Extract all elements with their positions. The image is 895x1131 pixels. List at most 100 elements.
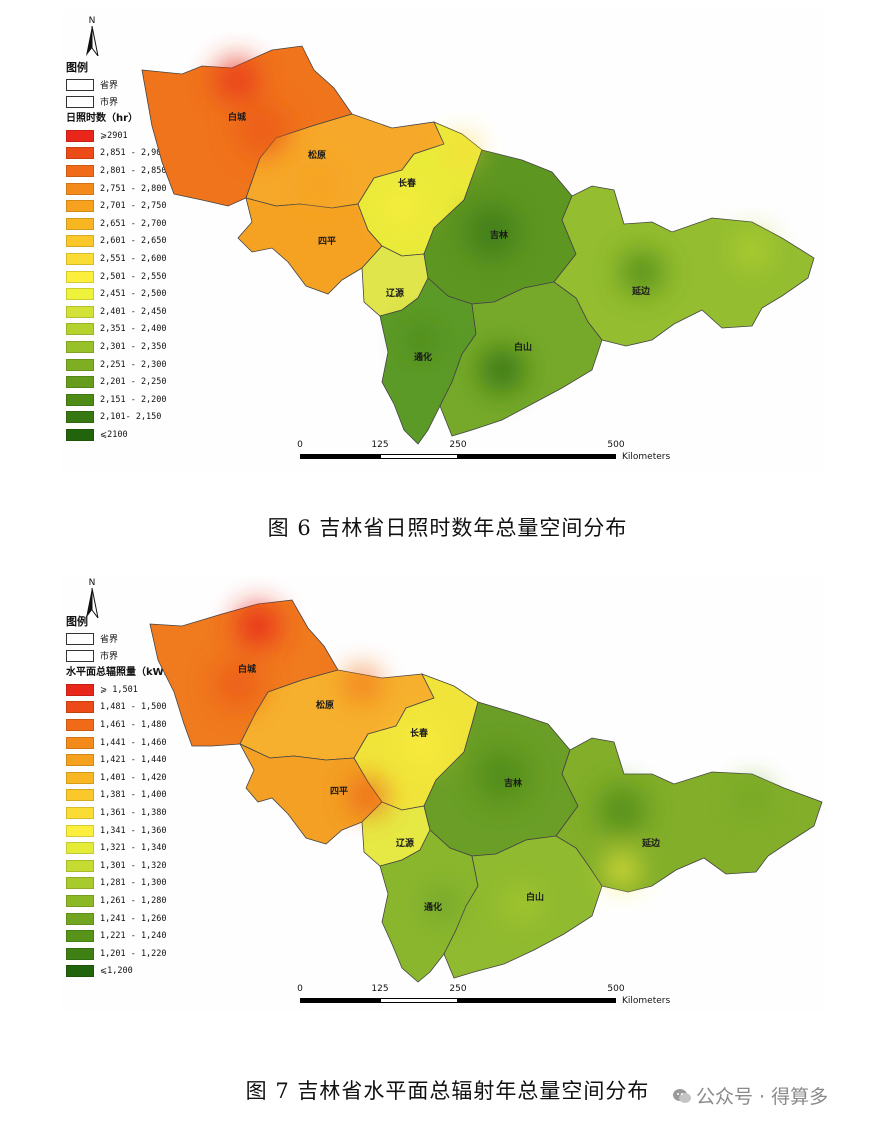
legend-class-item: 1,281 - 1,300 xyxy=(66,875,216,893)
legend-class-label: 2,701 - 2,750 xyxy=(100,201,167,212)
legend-class-label: ⩽1,200 xyxy=(100,966,133,977)
legend-class-label: 1,361 - 1,380 xyxy=(100,807,167,818)
wechat-icon xyxy=(673,1088,691,1103)
boundary-label: 省界 xyxy=(100,635,119,645)
figure-7-map: N 图例 省界 市界 水平面总辐照量（kWh/㎡） ⩾ 1,501 1,481 -… xyxy=(62,574,825,1012)
legend-swatch xyxy=(66,718,94,731)
legend-class-list: ⩾ 1,501 1,481 - 1,500 1,461 - 1,480 1,441 -… xyxy=(66,681,216,980)
scale-segment xyxy=(458,998,616,1003)
legend-swatch xyxy=(66,736,94,749)
legend-class-item: 2,101- 2,150 xyxy=(66,409,216,427)
region-label-changchun: 长春 xyxy=(410,727,429,739)
legend-class-label: 2,651 - 2,700 xyxy=(100,218,167,229)
legend-class-item: 1,261 - 1,280 xyxy=(66,892,216,910)
boundary-label: 省界 xyxy=(100,81,119,91)
scale-segment xyxy=(300,998,380,1003)
figure-6-map: N 图例 省界 市界 日照时数（hr） ⩾2901 2,851 - 2,900 2,… xyxy=(62,10,825,472)
watermark-text: 公众号 · 得算多 xyxy=(696,1086,829,1108)
legend-class-label: 2,501 - 2,550 xyxy=(100,271,167,282)
legend-class-label: 1,301 - 1,320 xyxy=(100,860,167,871)
legend-class-label: 1,481 - 1,500 xyxy=(100,702,167,713)
region-label-baicheng: 白城 xyxy=(238,663,256,675)
legend-title: 图例 xyxy=(66,61,88,74)
legend-class-item: 1,481 - 1,500 xyxy=(66,699,216,717)
scale-segment xyxy=(458,454,616,459)
boundary-label: 市界 xyxy=(100,652,119,662)
legend-class-item: 2,351 - 2,400 xyxy=(66,321,216,339)
scale-segment xyxy=(380,454,458,459)
legend-class-item: 1,201 - 1,220 xyxy=(66,945,216,963)
legend: 图例 省界 市界 日照时数（hr） ⩾2901 2,851 - 2,900 2,80… xyxy=(66,60,216,444)
region-yanbian xyxy=(553,185,815,347)
region-label-baicheng: 白城 xyxy=(228,111,246,123)
boundary-swatch xyxy=(66,649,94,662)
region-siping xyxy=(237,197,383,295)
legend-swatch xyxy=(66,393,94,406)
scale-tick: 0 xyxy=(297,984,303,994)
legend-class-label: 2,101- 2,150 xyxy=(100,412,162,423)
legend-class-item: 1,381 - 1,400 xyxy=(66,787,216,805)
legend-class-label: 1,281 - 1,300 xyxy=(100,878,167,889)
legend-swatch xyxy=(66,129,94,142)
legend-class-item: 2,601 - 2,650 xyxy=(66,233,216,251)
legend-class-label: 1,201 - 1,220 xyxy=(100,948,167,959)
north-arrow-icon xyxy=(86,26,99,56)
legend-class-label: 1,221 - 1,240 xyxy=(100,931,167,942)
region-labels: 白城 松原 长春 四平 辽源 吉林 延边 通化 白山 xyxy=(238,663,661,913)
legend-class-item: 2,401 - 2,450 xyxy=(66,303,216,321)
legend-class-label: 1,241 - 1,260 xyxy=(100,913,167,924)
legend-swatch xyxy=(66,428,94,441)
legend-class-label: ⩾ 1,501 xyxy=(100,684,138,695)
legend-swatch xyxy=(66,806,94,819)
legend-class-item: 2,851 - 2,900 xyxy=(66,145,216,163)
legend-class-label: 2,251 - 2,300 xyxy=(100,359,167,370)
legend-class-item: 1,361 - 1,380 xyxy=(66,804,216,822)
legend-swatch xyxy=(66,252,94,265)
legend-class-label: ⩽2100 xyxy=(100,429,128,440)
figure-7-caption: 图 7 吉林省水平面总辐射年总量空间分布 xyxy=(245,1079,650,1103)
legend-swatch xyxy=(66,912,94,925)
legend-boundary-province: 省界 xyxy=(66,76,216,93)
legend-class-item: 1,461 - 1,480 xyxy=(66,716,216,734)
legend-class-item: 2,801 - 2,850 xyxy=(66,162,216,180)
legend-class-item: 1,221 - 1,240 xyxy=(66,927,216,945)
legend-swatch xyxy=(66,288,94,301)
legend-swatch xyxy=(66,947,94,960)
scale-segment xyxy=(380,998,458,1003)
region-label-songyuan: 松原 xyxy=(316,699,334,711)
legend-swatch xyxy=(66,164,94,177)
legend-class-item: 2,301 - 2,350 xyxy=(66,338,216,356)
legend-variable-title: 水平面总辐照量（kWh/㎡） xyxy=(66,667,195,678)
legend-class-label: 1,421 - 1,440 xyxy=(100,755,167,766)
region-label-jilin: 吉林 xyxy=(490,229,509,241)
legend-swatch xyxy=(66,877,94,890)
legend-class-item: 2,501 - 2,550 xyxy=(66,268,216,286)
boundary-swatch xyxy=(66,632,94,645)
legend-swatch xyxy=(66,701,94,714)
legend-boundary-province: 省界 xyxy=(66,630,216,647)
legend-swatch xyxy=(66,683,94,696)
legend-class-label: 2,751 - 2,800 xyxy=(100,183,167,194)
legend-class-item: 2,251 - 2,300 xyxy=(66,356,216,374)
region-label-baishan: 白山 xyxy=(514,341,532,353)
legend-class-label: 2,851 - 2,900 xyxy=(100,148,167,159)
legend-class-label: 2,551 - 2,600 xyxy=(100,253,167,264)
legend-class-item: 1,341 - 1,360 xyxy=(66,822,216,840)
scale-segment xyxy=(300,454,380,459)
watermark: 公众号 · 得算多 xyxy=(672,1082,828,1109)
region-siping xyxy=(239,743,383,845)
legend-class-item: 2,151 - 2,200 xyxy=(66,391,216,409)
legend-class-label: 1,401 - 1,420 xyxy=(100,772,167,783)
scale-tick: 125 xyxy=(371,984,389,994)
legend-swatch xyxy=(66,200,94,213)
legend-swatch xyxy=(66,930,94,943)
legend-swatch xyxy=(66,270,94,283)
region-label-yanbian: 延边 xyxy=(641,837,661,849)
legend-class-label: 2,301 - 2,350 xyxy=(100,341,167,352)
boundary-swatch xyxy=(66,78,94,91)
scale-unit: Kilometers xyxy=(622,452,671,462)
legend-class-label: 2,451 - 2,500 xyxy=(100,289,167,300)
legend-class-item: 1,241 - 1,260 xyxy=(66,910,216,928)
legend-class-list: ⩾2901 2,851 - 2,900 2,801 - 2,850 2,751 - 2… xyxy=(66,127,216,444)
legend-swatch xyxy=(66,771,94,784)
